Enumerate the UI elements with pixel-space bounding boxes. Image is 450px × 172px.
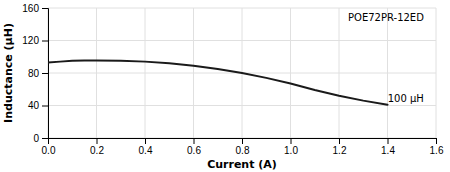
tick-label: 0.8 bbox=[236, 145, 250, 156]
tick-mark bbox=[42, 41, 48, 42]
axis-line bbox=[42, 9, 49, 139]
tick-label: 0 bbox=[33, 133, 39, 144]
tick-mark bbox=[436, 138, 437, 144]
axis-line bbox=[49, 139, 437, 145]
annotation: 100 μH bbox=[388, 93, 424, 104]
tick-label: 1.0 bbox=[284, 145, 298, 156]
x-axis-title: Current (A) bbox=[207, 158, 277, 171]
tick: 0.2 bbox=[90, 138, 104, 156]
tick: 1.4 bbox=[381, 138, 395, 156]
y-axis: 0 40 80 120 160 bbox=[22, 3, 48, 144]
tick-label: 1.6 bbox=[430, 145, 444, 156]
tick: 40 bbox=[28, 100, 48, 111]
tick-mark bbox=[42, 106, 48, 107]
tick-label: 1.4 bbox=[381, 145, 395, 156]
tick-mark bbox=[145, 138, 146, 144]
plot: 0.0 0.2 0.4 0.6 0.8 1.0 1.2 1.4 1.6 0 40 80 120 160 PO… bbox=[22, 3, 444, 156]
annotation: POE72PR-12ED bbox=[348, 12, 424, 23]
grid-line bbox=[48, 105, 436, 106]
grid-line bbox=[48, 8, 436, 9]
marks bbox=[48, 60, 388, 104]
tick-mark bbox=[194, 138, 195, 144]
y-axis-title: Inductance (μH) bbox=[2, 23, 15, 123]
grid-line bbox=[48, 40, 436, 41]
tick: 0.4 bbox=[139, 138, 153, 156]
tick: 120 bbox=[22, 35, 48, 46]
x-axis: 0.0 0.2 0.4 0.6 0.8 1.0 1.2 1.4 1.6 bbox=[42, 138, 444, 156]
tick-label: 80 bbox=[28, 68, 40, 79]
line bbox=[48, 60, 388, 104]
tick-label: 40 bbox=[28, 100, 40, 111]
tick: 80 bbox=[28, 68, 48, 79]
tick-label: 160 bbox=[22, 3, 39, 14]
tick: 160 bbox=[22, 3, 48, 14]
tick-label: 0.0 bbox=[42, 145, 56, 156]
chart: 0.0 0.2 0.4 0.6 0.8 1.0 1.2 1.4 1.6 0 40 80 120 160 PO… bbox=[0, 0, 450, 172]
tick: 0.6 bbox=[187, 138, 201, 156]
tick-mark bbox=[291, 138, 292, 144]
tick-mark bbox=[242, 138, 243, 144]
tick-mark bbox=[97, 138, 98, 144]
tick-mark bbox=[339, 138, 340, 144]
tick-mark bbox=[42, 73, 48, 74]
tick-mark bbox=[388, 138, 389, 144]
tick-label: 0.2 bbox=[90, 145, 104, 156]
tick-label: 0.6 bbox=[187, 145, 201, 156]
tick: 1.6 bbox=[430, 138, 444, 156]
tick: 1.0 bbox=[284, 138, 298, 156]
tick: 0.0 bbox=[42, 138, 56, 156]
tick-mark bbox=[42, 8, 48, 9]
grid bbox=[48, 8, 436, 138]
tick-label: 1.2 bbox=[333, 145, 347, 156]
tick: 1.2 bbox=[333, 138, 347, 156]
tick: 0 bbox=[33, 133, 48, 144]
annotations: POE72PR-12ED 100 μH bbox=[348, 12, 424, 104]
tick-mark bbox=[42, 138, 48, 139]
tick-label: 120 bbox=[22, 35, 39, 46]
tick-label: 0.4 bbox=[139, 145, 153, 156]
tick: 0.8 bbox=[236, 138, 250, 156]
